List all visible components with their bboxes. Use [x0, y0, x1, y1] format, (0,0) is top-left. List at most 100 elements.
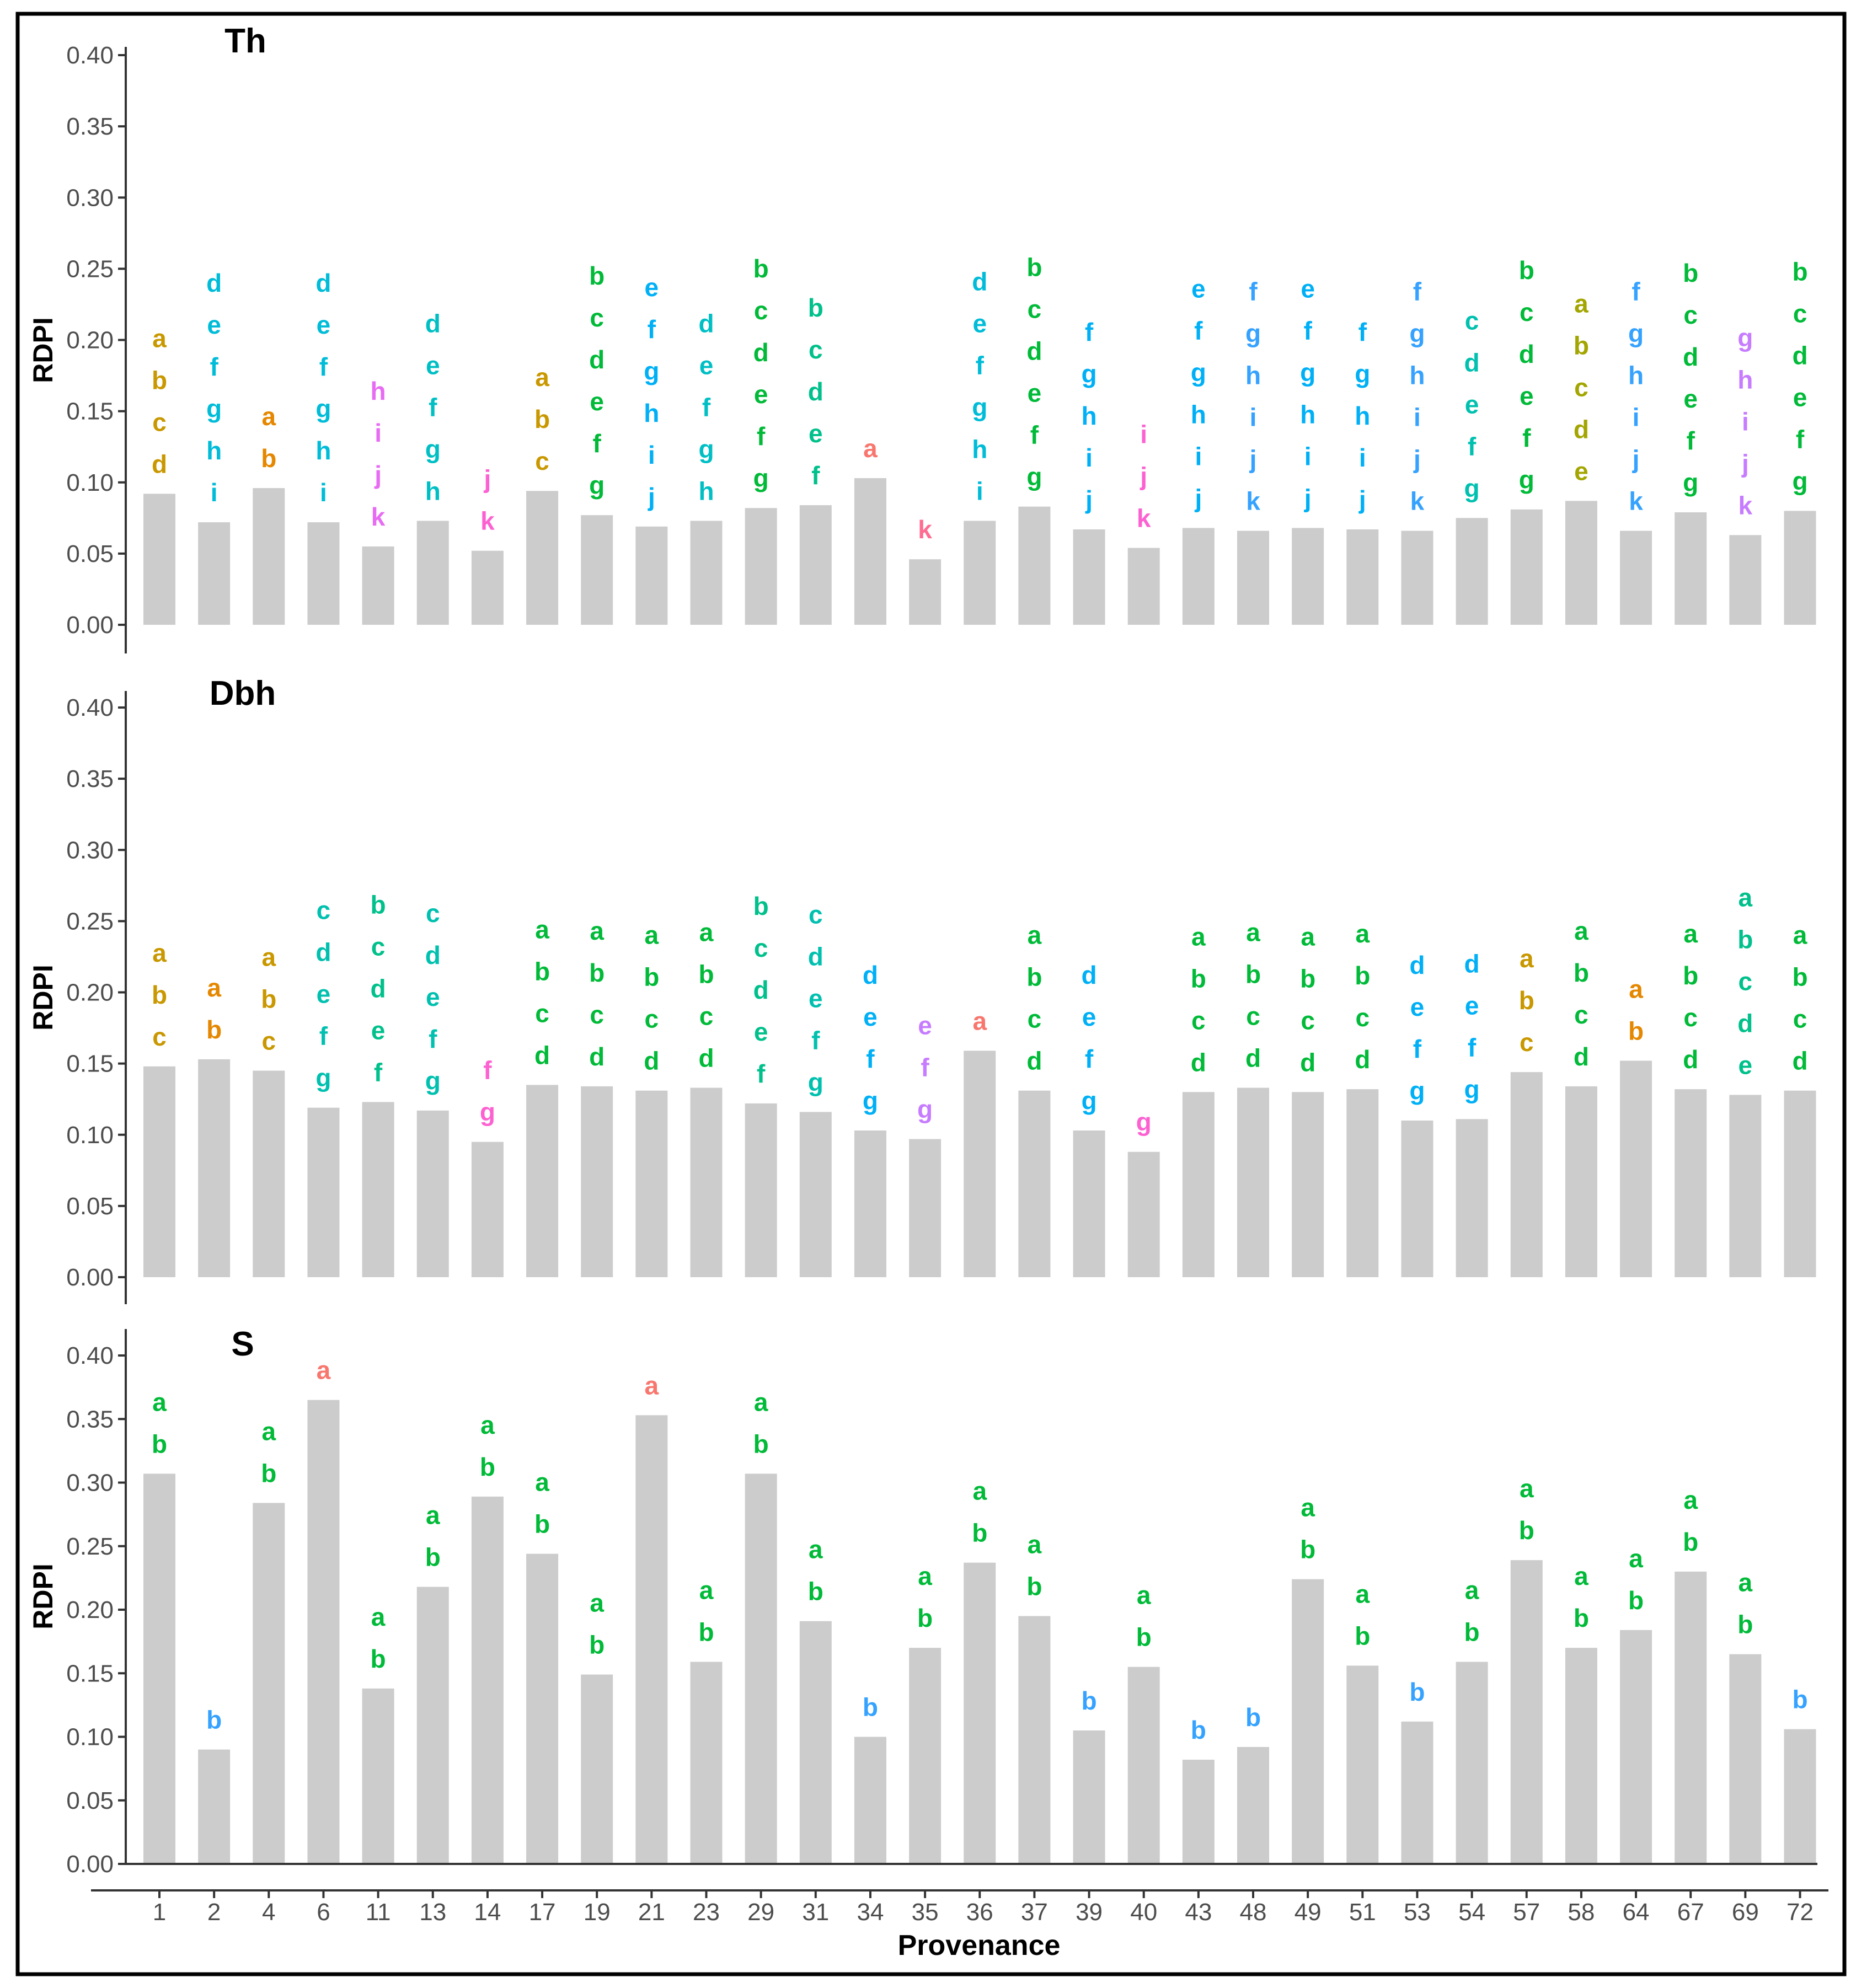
- bar: [1346, 1089, 1379, 1277]
- significance-letter: e: [371, 1016, 386, 1044]
- bar: [964, 1562, 996, 1864]
- significance-letter: f: [319, 1022, 328, 1051]
- significance-letter: g: [1026, 463, 1042, 491]
- significance-letter: i: [1633, 403, 1640, 432]
- significance-letter: b: [534, 957, 550, 985]
- significance-letter: h: [1191, 400, 1206, 428]
- significance-letter: g: [1409, 319, 1425, 348]
- y-tick-label: 0.30: [66, 184, 114, 211]
- significance-letter: i: [1085, 443, 1093, 472]
- significance-letter: j: [374, 460, 382, 489]
- significance-letter: d: [1574, 1042, 1589, 1071]
- significance-letter: b: [534, 1510, 550, 1539]
- significance-letter: g: [1683, 468, 1698, 497]
- significance-letter: c: [699, 1002, 714, 1031]
- significance-letter: d: [1737, 1009, 1753, 1037]
- x-tick-label: 37: [1021, 1899, 1048, 1926]
- significance-letter: g: [1409, 1076, 1425, 1105]
- significance-letter: f: [702, 393, 711, 421]
- x-tick-label: 13: [419, 1899, 446, 1926]
- bar: [526, 1553, 559, 1864]
- significance-letter: c: [1739, 967, 1753, 995]
- significance-letter: f: [1030, 421, 1039, 449]
- bar: [690, 521, 723, 625]
- significance-letter: f: [319, 352, 328, 381]
- significance-letter: d: [425, 941, 441, 969]
- y-tick-label: 0.35: [66, 765, 114, 792]
- bar: [1510, 1560, 1543, 1864]
- figure-border: [15, 12, 1847, 1976]
- bar: [1018, 506, 1051, 625]
- significance-letter: b: [1081, 1686, 1097, 1715]
- significance-letter: b: [1026, 1572, 1042, 1601]
- significance-letter: a: [1574, 289, 1588, 318]
- bar: [1346, 529, 1379, 625]
- significance-letter: d: [206, 269, 222, 297]
- bar: [1729, 535, 1762, 625]
- y-tick-label: 0.15: [66, 1051, 114, 1078]
- bar: [1018, 1616, 1051, 1864]
- significance-letter: b: [1136, 1623, 1152, 1652]
- y-tick-label: 0.10: [66, 469, 114, 496]
- significance-letter: b: [1792, 1685, 1807, 1714]
- significance-letter: b: [371, 890, 386, 919]
- significance-letter: f: [1468, 1033, 1477, 1062]
- bar: [253, 1070, 285, 1277]
- significance-letter: g: [644, 357, 659, 385]
- significance-letter: c: [590, 1000, 604, 1029]
- significance-letter: d: [753, 338, 769, 367]
- significance-letter: h: [1628, 361, 1644, 390]
- significance-letter: e: [1574, 457, 1588, 485]
- x-tick-label: 31: [802, 1899, 829, 1926]
- significance-letter: f: [1413, 277, 1422, 306]
- significance-letter: i: [648, 441, 655, 469]
- significance-letter: b: [1792, 257, 1807, 286]
- x-tick-label: 43: [1185, 1899, 1212, 1926]
- significance-letter: d: [1081, 961, 1097, 989]
- bar: [1784, 1729, 1816, 1864]
- significance-letter: a: [1683, 919, 1698, 948]
- bar: [909, 1648, 942, 1864]
- x-tick-label: 1: [153, 1899, 166, 1926]
- significance-letter: j: [1085, 485, 1093, 514]
- significance-letter: c: [1520, 1028, 1534, 1057]
- significance-letter: f: [1194, 316, 1203, 345]
- significance-letter: k: [918, 515, 932, 544]
- significance-letter: b: [480, 1453, 495, 1481]
- y-tick-label: 0.30: [66, 1470, 114, 1497]
- significance-letter: e: [972, 309, 987, 337]
- bar: [1292, 1092, 1324, 1277]
- significance-letter: d: [534, 1041, 550, 1069]
- significance-letter: c: [1683, 301, 1698, 329]
- significance-letter: i: [375, 419, 382, 447]
- bar: [471, 550, 504, 625]
- significance-letter: a: [1520, 1474, 1534, 1503]
- bar: [362, 1688, 394, 1864]
- significance-letter: k: [1629, 487, 1643, 516]
- significance-letter: e: [590, 387, 604, 416]
- significance-letter: c: [809, 335, 823, 364]
- significance-letter: b: [152, 1429, 167, 1458]
- x-tick-label: 67: [1677, 1899, 1704, 1926]
- significance-letter: d: [1519, 340, 1534, 368]
- significance-letter: i: [320, 478, 327, 507]
- bar: [1729, 1654, 1762, 1864]
- significance-letter: c: [1191, 1006, 1206, 1035]
- bar: [416, 1587, 449, 1864]
- significance-letter: j: [1304, 484, 1312, 512]
- significance-letter: g: [698, 435, 714, 463]
- significance-letter: b: [589, 958, 605, 987]
- significance-letter: e: [1739, 1051, 1753, 1079]
- significance-letter: a: [809, 1535, 823, 1564]
- y-tick-label: 0.00: [66, 1264, 114, 1291]
- significance-letter: h: [371, 377, 386, 405]
- significance-letter: d: [1683, 1045, 1698, 1074]
- significance-letter: d: [1409, 951, 1425, 979]
- significance-letter: g: [425, 1067, 441, 1095]
- significance-letter: a: [645, 1371, 659, 1400]
- significance-letter: a: [152, 939, 167, 967]
- significance-letter: e: [863, 1003, 878, 1031]
- significance-letter: a: [535, 1468, 549, 1497]
- bar: [964, 1051, 996, 1277]
